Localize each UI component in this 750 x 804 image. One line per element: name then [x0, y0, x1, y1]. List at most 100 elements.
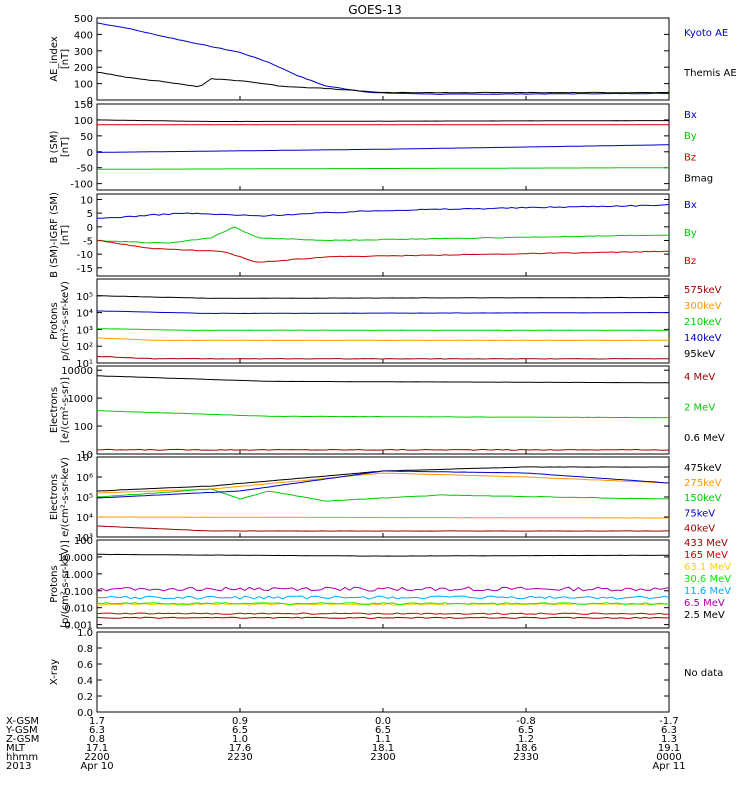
panel-1: 0 100 200 300 400 500 AE_index [nT] Kyoto AE Them… [49, 14, 737, 107]
orbit-footer: X-GSMY-GSMZ-GSMMLThhmm20131.76.30.817.12… [5, 716, 686, 772]
series-line [96, 586, 670, 592]
y-tick-label: 10⁶ [76, 473, 93, 484]
legend-label: 63.1 MeV [684, 562, 731, 573]
footer-row-label: MLT [6, 743, 26, 754]
y-tick-label: 10³ [76, 533, 93, 544]
y-axis-units: [nT] [60, 49, 71, 69]
legend-label: 275keV [684, 478, 722, 489]
y-tick-label: 0 [87, 148, 93, 159]
panel-3: -15 -10 -5 0 5 10 B (SM)-IGRF (SM) [nT] Bx By Bz [49, 192, 697, 278]
legend-label: 165 MeV [684, 550, 728, 561]
y-axis-label: B (SM)-IGRF (SM) [49, 192, 60, 278]
series-line [96, 71, 670, 94]
y-tick-label: 500 [74, 14, 93, 25]
legend-label: 210keV [684, 317, 722, 328]
panel-frame [96, 17, 670, 101]
footer-value: 6.5 [375, 725, 391, 736]
y-tick-label: -5 [83, 236, 93, 247]
y-tick-label: 10⁴ [76, 309, 93, 320]
footer-value: 18.1 [372, 743, 394, 754]
y-tick-label: 10⁴ [76, 513, 93, 524]
legend-label: 140keV [684, 333, 722, 344]
panel-frame [96, 365, 670, 455]
series-line [96, 448, 670, 451]
footer-row-label: Y-GSM [5, 725, 38, 736]
panel-frame [96, 456, 670, 538]
y-tick-label: 0.2 [77, 692, 93, 703]
series-line [96, 226, 670, 244]
footer-value: 0.0 [375, 716, 391, 727]
y-axis-units: [nT] [60, 137, 71, 157]
y-tick-label: 10³ [76, 325, 93, 336]
series-line [96, 295, 669, 299]
legend-label: 40keV [684, 523, 715, 534]
y-tick-label: 300 [74, 47, 93, 58]
y-tick-label: -100 [70, 180, 93, 191]
legend-label: By [684, 131, 697, 142]
panel-4: 10¹ 10² 10³ 10⁴ 10⁵ Protons p/(cm²-s-sr-keV) 57… [49, 278, 722, 370]
y-tick-label: 0.6 [77, 660, 93, 671]
y-axis-label: B (SM) [49, 130, 60, 163]
footer-value: Apr 11 [652, 761, 685, 772]
panel-frame [96, 539, 670, 629]
legend-label: Bz [684, 256, 696, 267]
footer-value: 1.1 [375, 734, 391, 745]
y-tick-label: 10² [76, 342, 93, 353]
legend-label: 4 MeV [684, 372, 715, 383]
y-axis-units: p/(cm²-s-sr-keV) [60, 281, 71, 361]
footer-value: 18.6 [515, 743, 537, 754]
footer-value: 6.5 [518, 725, 534, 736]
footer-row-label: hhmm [6, 752, 38, 763]
y-tick-label: 1.0 [77, 628, 93, 639]
series-line [96, 525, 669, 532]
series-line [96, 470, 670, 499]
chart-title: GOES-13 [348, 3, 402, 17]
series-line [96, 240, 669, 263]
series-line [96, 612, 670, 615]
y-tick-label: 10 [80, 195, 93, 206]
series-line [97, 553, 669, 557]
y-axis-label: Electrons [49, 387, 60, 433]
y-tick-label: 1000 [68, 394, 93, 405]
legend-label: 150keV [684, 493, 722, 504]
legend-label: Bx [684, 110, 697, 121]
y-tick-label: 5 [87, 209, 93, 220]
legend-label: 11.6 MeV [684, 586, 731, 597]
y-tick-label: 10¹ [76, 359, 93, 370]
y-axis-label: AE_index [49, 36, 60, 82]
footer-row-label: Z-GSM [6, 734, 39, 745]
series-line [97, 410, 669, 419]
footer-value: 1.0 [232, 734, 248, 745]
footer-value: -1.7 [659, 716, 679, 727]
series-line [97, 144, 669, 153]
legend-label: Kyoto AE [684, 28, 728, 39]
series-line [96, 472, 670, 494]
footer-value: 1.3 [661, 734, 677, 745]
y-tick-label: -10 [77, 250, 93, 261]
y-axis-label: Protons [49, 302, 60, 339]
series-line [96, 204, 670, 219]
y-axis-units: [nT] [60, 225, 71, 245]
y-tick-label: 0 [87, 223, 93, 234]
legend-label: 6.5 MeV [684, 598, 725, 609]
legend-label: By [684, 228, 697, 239]
footer-value: -0.8 [516, 716, 536, 727]
panel-frame [96, 631, 670, 713]
y-tick-label: 10⁵ [76, 493, 93, 504]
footer-value: Apr 10 [80, 761, 113, 772]
y-tick-label: -50 [77, 164, 93, 175]
y-axis-label: Electrons [49, 474, 60, 520]
legend-label: 30.6 MeV [684, 574, 731, 585]
footer-value: 2330 [513, 752, 538, 763]
y-axis-units: [p/(cm²-s-sr-keV)] [60, 540, 71, 628]
panel-8: 0.0 0.2 0.4 0.6 0.8 1.0 X-ray No data [49, 628, 723, 719]
series-line [96, 375, 669, 384]
y-tick-label: 200 [74, 63, 93, 74]
legend-label: 0.6 MeV [684, 433, 725, 444]
footer-value: 6.3 [661, 725, 677, 736]
series-line [96, 119, 669, 123]
series-line [96, 616, 670, 619]
